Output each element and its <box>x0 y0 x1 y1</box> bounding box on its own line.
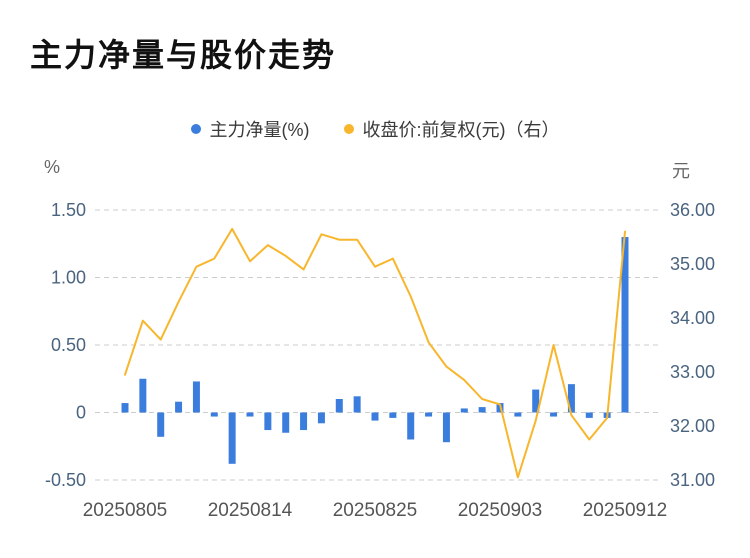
volume-bar <box>353 396 361 413</box>
left-axis-tick: -0.50 <box>45 470 86 490</box>
x-axis-tick: 20250903 <box>458 500 543 521</box>
right-axis-tick: 34.00 <box>670 308 715 328</box>
volume-bar <box>442 412 450 443</box>
x-axis-tick: 20250912 <box>583 500 668 521</box>
volume-bar <box>228 412 236 464</box>
page-title: 主力净量与股价走势 <box>30 37 337 73</box>
volume-bar <box>335 399 343 413</box>
x-axis-tick: 20250825 <box>333 500 418 521</box>
right-axis-tick: 33.00 <box>670 362 715 382</box>
volume-bar <box>371 412 379 421</box>
volume-bar <box>121 403 129 413</box>
right-axis-tick: 32.00 <box>670 416 715 436</box>
left-axis-tick: 1.00 <box>51 268 86 288</box>
volume-bar <box>621 237 629 413</box>
volume-bar <box>585 412 593 418</box>
left-axis-tick: 0 <box>76 403 86 423</box>
volume-bar <box>282 412 290 433</box>
volume-bar <box>210 412 218 417</box>
legend-item-main-net-volume[interactable]: 主力净量(%) <box>190 116 310 142</box>
volume-bar <box>157 412 165 437</box>
volume-bar <box>300 412 308 431</box>
volume-bar <box>532 389 540 413</box>
left-axis-tick: 0.50 <box>51 335 86 355</box>
legend-dot-blue-icon <box>190 124 201 134</box>
volume-bar <box>478 407 486 413</box>
legend-item-close-price[interactable]: 收盘价:前复权(元)（右） <box>343 116 560 142</box>
legend-dot-yellow-icon <box>343 124 354 134</box>
right-axis-tick: 31.00 <box>670 470 715 490</box>
legend-label-close-price: 收盘价:前复权(元)（右） <box>362 120 560 140</box>
right-axis-tick: 35.00 <box>670 254 715 274</box>
legend-label-main-net-volume: 主力净量(%) <box>209 120 310 140</box>
volume-bar <box>192 381 200 413</box>
x-axis-tick: 20250805 <box>83 500 168 521</box>
volume-bar <box>389 412 397 418</box>
volume-bar <box>550 412 558 417</box>
volume-bar <box>246 412 254 417</box>
right-axis-tick: 36.00 <box>670 200 715 220</box>
volume-bar <box>567 384 575 413</box>
volume-bar <box>264 412 272 431</box>
volume-bar <box>317 412 325 424</box>
volume-bar <box>460 408 468 413</box>
volume-bar <box>139 378 147 413</box>
volume-bar <box>514 412 522 417</box>
right-axis-unit: 元 <box>672 161 690 181</box>
volume-bar <box>425 412 433 417</box>
left-axis-tick: 1.50 <box>51 200 86 220</box>
x-axis-tick: 20250814 <box>208 500 293 521</box>
price-line <box>124 227 626 479</box>
volume-bar <box>175 401 183 413</box>
volume-bar <box>407 412 415 440</box>
chart-legend: 主力净量(%) 收盘价:前复权(元)（右） <box>0 116 750 142</box>
left-axis-unit: % <box>44 157 61 177</box>
